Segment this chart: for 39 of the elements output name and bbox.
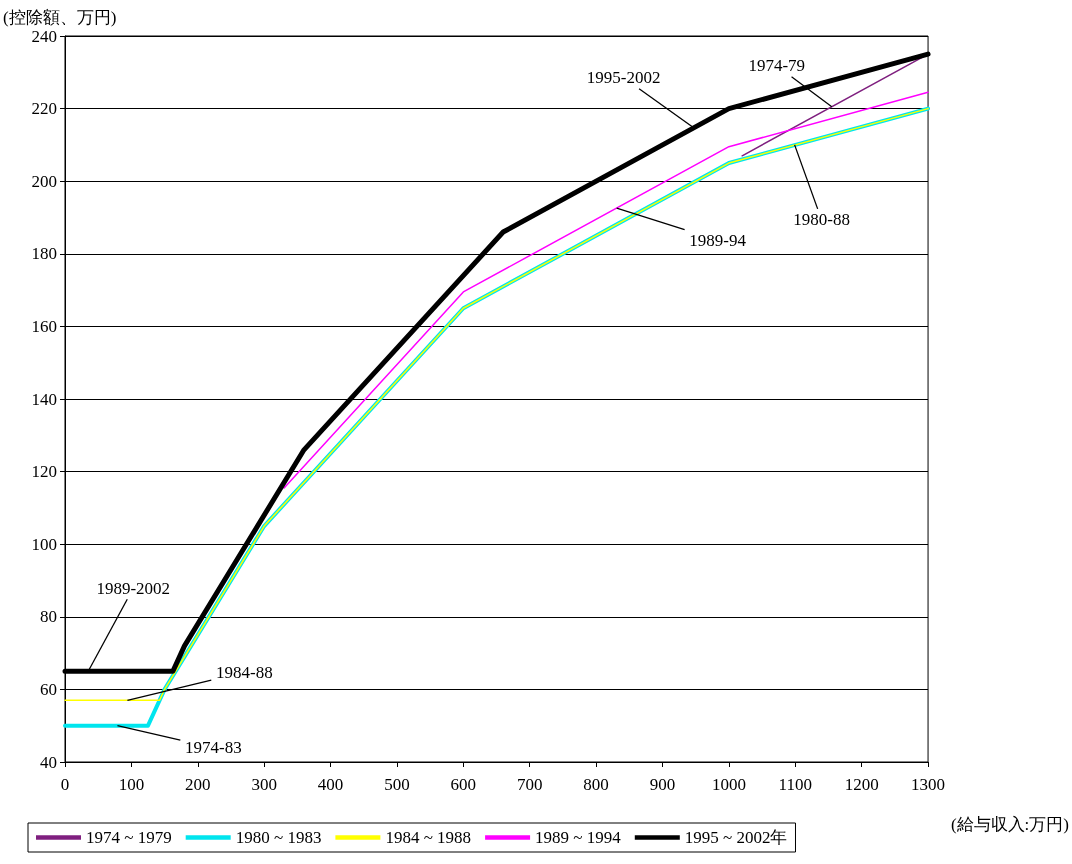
x-tick-label: 1300 <box>911 775 946 794</box>
x-tick-label: 1200 <box>844 775 879 794</box>
annotation: 1995-2002 <box>586 68 661 88</box>
y-tick-label: 100 <box>31 534 57 554</box>
annotation: 1980-88 <box>793 210 850 230</box>
x-tick-label: 200 <box>185 775 211 794</box>
y-tick-label: 180 <box>31 244 57 264</box>
x-tick-label: 700 <box>516 775 543 794</box>
x-tick-label: 0 <box>60 775 70 794</box>
x-tick-label: 500 <box>384 775 410 794</box>
y-tick-label: 80 <box>40 607 57 627</box>
legend-label: 1980 ~ 1983 <box>235 828 322 847</box>
y-tick-label: 240 <box>31 26 57 46</box>
x-tick-label: 300 <box>251 775 277 794</box>
x-tick-label: 600 <box>450 775 477 794</box>
annotation: 1989-94 <box>689 230 747 250</box>
annotation: 1974-79 <box>748 56 806 76</box>
legend-label: 1995 ~ 2002年 <box>684 828 788 847</box>
y-tick-label: 160 <box>31 316 57 336</box>
legend-label: 1984 ~ 1988 <box>385 828 472 847</box>
x-tick-label: 100 <box>118 775 145 794</box>
y-axis-title: (控除額、万円) <box>3 8 117 27</box>
x-tick-label: 1100 <box>778 775 812 794</box>
annotation: 1974-83 <box>185 738 242 758</box>
x-tick-label: 400 <box>317 775 344 794</box>
annotation: 1989-2002 <box>96 578 171 598</box>
y-tick-label: 120 <box>31 462 57 482</box>
y-tick-label: 60 <box>40 679 57 699</box>
legend-label: 1989 ~ 1994 <box>535 828 622 847</box>
x-tick-label: 800 <box>583 775 609 794</box>
y-tick-label: 140 <box>31 389 57 409</box>
x-tick-label: 900 <box>649 775 676 794</box>
annotation: 1984-88 <box>216 662 273 682</box>
y-tick-label: 200 <box>31 171 57 191</box>
y-tick-label: 220 <box>31 99 57 119</box>
y-tick-label: 40 <box>40 752 57 772</box>
x-tick-label: 1000 <box>711 775 746 794</box>
legend-label: 1974 ~ 1979 <box>86 828 172 847</box>
x-axis-title: (給与収入:万円) <box>950 814 1069 834</box>
